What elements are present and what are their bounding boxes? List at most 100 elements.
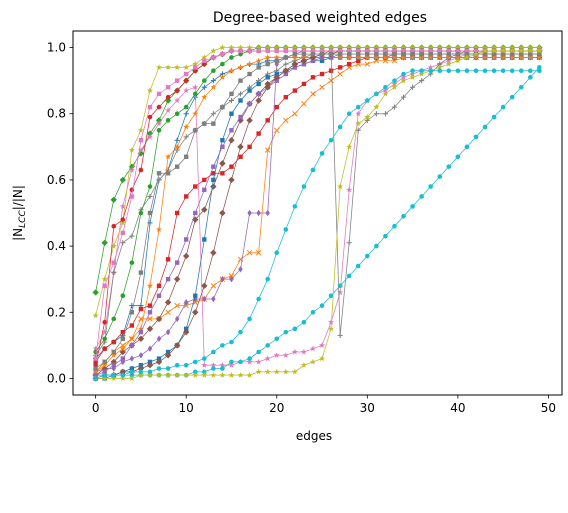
series-16-point	[120, 230, 126, 236]
series-19-point	[156, 366, 162, 371]
series-19-point	[102, 372, 107, 378]
series-15-point	[273, 74, 280, 81]
series-8-point	[101, 275, 108, 282]
series-3-point	[202, 177, 207, 183]
series-18-point	[183, 371, 190, 378]
series-8-point	[472, 44, 480, 51]
series-18-point	[472, 50, 480, 57]
series-8-point	[409, 44, 416, 51]
series-18-point	[454, 57, 461, 64]
series-16-point	[220, 51, 225, 57]
series-4-point	[156, 335, 162, 342]
series-8-point	[201, 54, 208, 61]
series-18-point	[436, 64, 443, 70]
series-6-point	[246, 358, 253, 365]
series-17-point	[319, 51, 325, 57]
series-7-point	[355, 127, 361, 133]
series-18-point	[192, 371, 199, 378]
series-17-point	[265, 61, 270, 67]
series-18-point	[364, 113, 371, 120]
series-8-point	[346, 44, 353, 51]
series-1-point	[273, 127, 280, 134]
series-9-point	[310, 309, 316, 315]
series-6-point	[291, 348, 298, 355]
series-6-point	[210, 362, 217, 368]
series-6-point	[355, 110, 362, 117]
series-19-point	[147, 369, 153, 375]
series-16-point	[328, 48, 334, 54]
series-16-point	[356, 48, 361, 54]
series-16-point	[419, 48, 424, 54]
series-2-point	[101, 239, 108, 246]
series-10-point	[138, 363, 144, 368]
series-8-point	[337, 44, 344, 51]
series-7-point	[129, 233, 135, 239]
series-9-point	[265, 343, 270, 348]
series-7-point	[337, 332, 343, 339]
series-16-point	[93, 356, 98, 361]
series-15-point	[173, 342, 181, 349]
series-11-point	[409, 54, 416, 61]
series-7-point	[183, 134, 189, 140]
series-3-point	[256, 131, 261, 136]
series-14-line	[95, 53, 540, 376]
series-17-point	[229, 91, 234, 97]
series-18-point	[237, 371, 244, 378]
series-15-point	[210, 249, 217, 256]
series-1-point	[328, 77, 334, 84]
series-11-point	[373, 54, 380, 61]
series-18-point	[165, 371, 172, 378]
series-18-point	[500, 47, 507, 54]
series-19-point	[337, 124, 343, 130]
series-18-point	[137, 371, 144, 378]
series-5-point	[173, 275, 181, 283]
series-18-point	[291, 368, 298, 375]
series-17-point	[274, 58, 279, 63]
series-5-point	[182, 252, 190, 260]
series-14-point	[238, 114, 243, 120]
series-5-point	[228, 137, 235, 144]
series-19-point	[292, 204, 298, 209]
series-8-point	[500, 44, 507, 51]
series-19-point	[183, 362, 189, 368]
x-tick-label: 10	[179, 401, 194, 415]
series-3-point	[102, 346, 107, 351]
series-8-point	[255, 44, 262, 51]
series-19-point	[509, 68, 515, 74]
series-4-point	[220, 275, 225, 283]
series-1-point	[183, 302, 189, 309]
series-16-point	[238, 48, 243, 54]
series-8-point	[436, 44, 443, 51]
series-9-point	[202, 369, 207, 375]
series-19-point	[500, 68, 506, 74]
series-6-point	[92, 345, 99, 352]
series-3-point	[346, 61, 352, 67]
x-tick-label: 0	[92, 401, 100, 415]
series-8-point	[445, 44, 452, 51]
series-5-point	[219, 160, 226, 167]
series-4	[93, 47, 542, 376]
series-5-point	[155, 315, 163, 323]
series-12-point	[102, 336, 107, 342]
series-10-point	[211, 177, 216, 183]
series-18-point	[282, 368, 289, 375]
series-1-point	[264, 147, 271, 153]
series-8-point	[228, 44, 235, 51]
series-8-point	[309, 44, 317, 51]
series-11-point	[237, 64, 244, 70]
series-3-point	[274, 104, 279, 110]
series-11-point	[418, 54, 425, 61]
y-axis-label-post: |/|N|	[11, 185, 25, 210]
x-tick-label: 40	[450, 401, 465, 415]
series-3-point	[238, 154, 243, 159]
series-6-line	[95, 50, 540, 366]
series-16-point	[138, 138, 144, 143]
series-18-point	[391, 84, 398, 90]
series-16-point	[147, 104, 153, 110]
series-19-point	[211, 349, 216, 355]
series-12-point	[202, 78, 207, 83]
series-17-point	[383, 51, 388, 57]
series-17-point	[446, 51, 452, 57]
series-5-point	[164, 299, 172, 306]
series-11-point	[364, 54, 371, 61]
